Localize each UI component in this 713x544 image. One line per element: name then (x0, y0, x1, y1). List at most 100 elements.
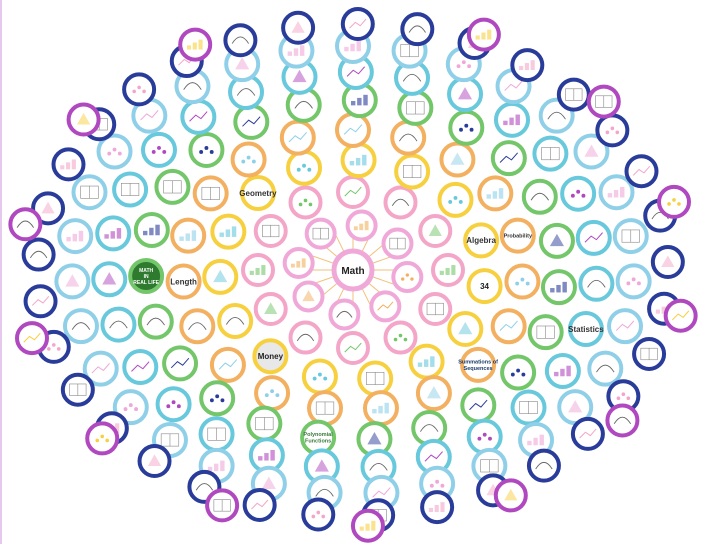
topic-bubble[interactable] (573, 133, 610, 170)
topic-bubble[interactable] (466, 418, 503, 455)
topic-bubble[interactable] (350, 508, 385, 543)
topic-bubble[interactable] (122, 348, 159, 385)
node-geometry[interactable]: Geometry (239, 175, 277, 212)
topic-bubble[interactable] (356, 421, 393, 458)
topic-bubble[interactable] (397, 89, 434, 126)
topic-bubble[interactable] (170, 217, 207, 254)
topic-bubble[interactable] (286, 149, 323, 186)
topic-bubble[interactable] (91, 261, 128, 298)
topic-bubble[interactable] (570, 416, 605, 451)
topic-bubble[interactable] (112, 389, 149, 426)
topic-bubble[interactable] (202, 258, 239, 295)
topic-bubble[interactable] (394, 59, 431, 96)
topic-bubble[interactable] (21, 237, 56, 272)
topic-bubble[interactable] (504, 263, 541, 300)
topic-bubble[interactable] (607, 308, 644, 345)
topic-bubble[interactable] (281, 10, 316, 45)
topic-bubble[interactable] (304, 217, 337, 250)
topic-bubble[interactable] (448, 109, 485, 146)
topic-bubble[interactable] (391, 261, 424, 294)
topic-bubble[interactable] (477, 175, 514, 212)
topic-bubble[interactable] (217, 302, 254, 339)
topic-bubble[interactable] (100, 306, 137, 343)
topic-bubble[interactable] (556, 77, 591, 112)
topic-bubble[interactable] (598, 174, 635, 211)
topic-bubble[interactable] (62, 308, 99, 345)
topic-bubble[interactable] (493, 478, 528, 513)
topic-bubble[interactable] (394, 153, 431, 190)
topic-bubble[interactable] (51, 147, 86, 182)
topic-bubble[interactable] (199, 380, 236, 417)
topic-bubble[interactable] (96, 133, 133, 170)
topic-bubble[interactable] (544, 352, 581, 389)
topic-bubble[interactable] (357, 360, 394, 397)
topic-bubble[interactable] (540, 269, 577, 306)
topic-bubble[interactable] (447, 76, 484, 113)
topic-bubble[interactable] (31, 191, 66, 226)
topic-bubble[interactable] (340, 7, 375, 42)
topic-bubble[interactable] (431, 253, 465, 287)
topic-bubble[interactable] (282, 246, 315, 279)
topic-bubble[interactable] (155, 386, 192, 423)
node-statistics[interactable]: Statistics (567, 310, 604, 347)
topic-bubble[interactable] (288, 185, 323, 220)
topic-bubble[interactable] (521, 178, 558, 215)
topic-bubble[interactable] (345, 209, 378, 242)
topic-bubble[interactable] (612, 218, 649, 255)
topic-bubble[interactable] (411, 410, 448, 447)
topic-bubble[interactable] (209, 346, 246, 383)
topic-bubble[interactable] (390, 119, 427, 156)
topic-bubble[interactable] (54, 263, 91, 300)
topic-bubble[interactable] (301, 358, 338, 395)
topic-bubble[interactable] (362, 390, 399, 427)
topic-bubble[interactable] (288, 320, 323, 355)
topic-bubble[interactable] (112, 171, 149, 208)
topic-bubble[interactable] (560, 175, 597, 212)
topic-bubble[interactable] (437, 181, 474, 218)
topic-bubble[interactable] (137, 444, 172, 479)
topic-bubble[interactable] (419, 465, 456, 502)
topic-bubble[interactable] (439, 141, 476, 178)
topic-bubble[interactable] (15, 321, 50, 356)
topic-bubble[interactable] (85, 421, 120, 456)
topic-bubble[interactable] (400, 12, 435, 47)
topic-bubble[interactable] (538, 222, 575, 259)
topic-bubble[interactable] (198, 416, 235, 453)
topic-bubble[interactable] (188, 131, 225, 168)
topic-bubble[interactable] (624, 154, 659, 189)
topic-bubble[interactable] (663, 298, 698, 333)
topic-bubble[interactable] (383, 320, 418, 355)
topic-bubble[interactable] (340, 142, 377, 179)
topic-bubble[interactable] (140, 131, 177, 168)
topic-bubble[interactable] (279, 119, 316, 156)
topic-bubble[interactable] (233, 103, 270, 140)
topic-bubble[interactable] (335, 112, 371, 148)
topic-bubble[interactable] (178, 27, 213, 62)
topic-bubble[interactable] (447, 310, 484, 347)
topic-bubble[interactable] (337, 54, 374, 91)
topic-bubble[interactable] (137, 303, 174, 340)
topic-bubble[interactable] (383, 185, 418, 220)
topic-bubble[interactable] (575, 219, 612, 256)
topic-bubble[interactable] (418, 214, 453, 248)
topic-bubble[interactable] (532, 135, 569, 172)
topic-bubble[interactable] (292, 280, 325, 313)
topic-bubble[interactable] (60, 372, 95, 407)
topic-bubble[interactable] (66, 102, 101, 137)
topic-bubble[interactable] (71, 174, 108, 211)
topic-bubble[interactable] (122, 72, 157, 107)
topic-bubble[interactable] (466, 17, 501, 52)
topic-bubble[interactable] (510, 389, 547, 426)
node-algebra[interactable]: Algebra (463, 222, 500, 259)
topic-bubble[interactable] (336, 331, 370, 365)
topic-bubble[interactable] (595, 113, 630, 148)
topic-bubble[interactable] (133, 211, 170, 248)
topic-bubble[interactable] (210, 213, 247, 250)
topic-bubble[interactable] (510, 48, 545, 83)
topic-bubble[interactable] (307, 390, 344, 427)
topic-bubble[interactable] (57, 218, 94, 255)
topic-bubble[interactable] (230, 141, 267, 178)
topic-bubble[interactable] (605, 403, 640, 438)
topic-bubble[interactable] (526, 448, 561, 483)
topic-bubble[interactable] (632, 336, 667, 371)
